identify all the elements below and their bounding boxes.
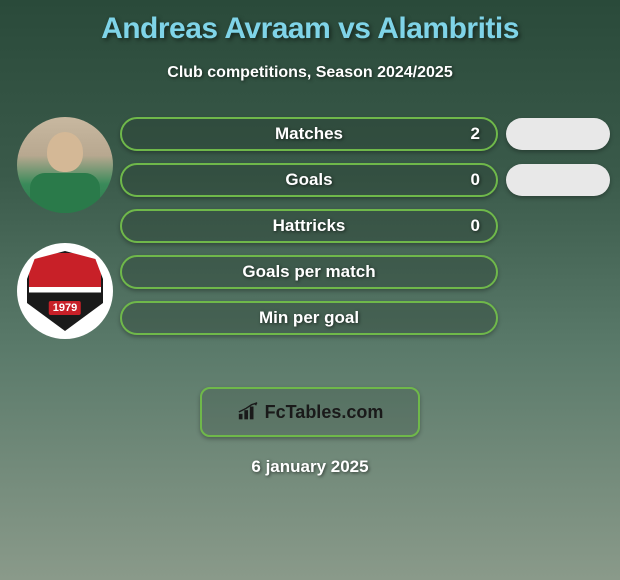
stat-label: Goals per match	[242, 262, 375, 282]
stat-pill: Min per goal	[120, 301, 498, 335]
stat-label: Goals	[285, 170, 332, 190]
stat-value: 0	[471, 170, 480, 190]
stat-label: Min per goal	[259, 308, 359, 328]
page-title: Andreas Avraam vs Alambritis	[0, 0, 620, 46]
player-avatar	[17, 117, 113, 213]
chart-icon	[237, 402, 259, 422]
stat-row-gpm: Goals per match	[120, 255, 610, 289]
stat-label: Matches	[275, 124, 343, 144]
compare-pill	[506, 118, 610, 150]
stat-pill: Goals per match	[120, 255, 498, 289]
avatars-column: 1979	[10, 117, 120, 369]
stat-label: Hattricks	[273, 216, 346, 236]
stat-row-goals: Goals 0	[120, 163, 610, 197]
stat-row-matches: Matches 2	[120, 117, 610, 151]
logo-text: FcTables.com	[265, 402, 384, 423]
logo-box[interactable]: FcTables.com	[200, 387, 420, 437]
stat-pill: Goals 0	[120, 163, 498, 197]
stat-pill: Matches 2	[120, 117, 498, 151]
stat-value: 2	[471, 124, 480, 144]
content-area: 1979 Matches 2 Goals 0	[0, 117, 620, 369]
stat-value: 0	[471, 216, 480, 236]
stats-column: Matches 2 Goals 0 Hattricks 0	[120, 117, 610, 369]
club-year: 1979	[49, 301, 81, 315]
club-badge: 1979	[27, 251, 103, 331]
stat-pill: Hattricks 0	[120, 209, 498, 243]
subtitle: Club competitions, Season 2024/2025	[0, 64, 620, 82]
date-text: 6 january 2025	[0, 457, 620, 477]
stat-row-hattricks: Hattricks 0	[120, 209, 610, 243]
stat-row-mpg: Min per goal	[120, 301, 610, 335]
compare-pill	[506, 164, 610, 196]
club-avatar: 1979	[17, 243, 113, 339]
